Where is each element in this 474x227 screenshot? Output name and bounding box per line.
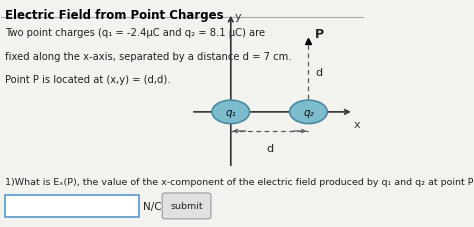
- Text: d: d: [315, 68, 322, 78]
- FancyBboxPatch shape: [5, 195, 139, 217]
- Text: P: P: [315, 28, 324, 41]
- Text: N/C: N/C: [143, 201, 162, 211]
- Text: fixed along the x-axis, separated by a distance d = 7 cm.: fixed along the x-axis, separated by a d…: [5, 52, 292, 62]
- Circle shape: [212, 101, 250, 124]
- Text: q₁: q₁: [226, 107, 236, 117]
- FancyBboxPatch shape: [162, 193, 211, 219]
- Text: submit: submit: [170, 202, 203, 210]
- Text: Two point charges (q₁ = -2.4μC and q₂ = 8.1 μC) are: Two point charges (q₁ = -2.4μC and q₂ = …: [5, 28, 265, 38]
- Text: q₂: q₂: [303, 107, 314, 117]
- Text: x: x: [353, 119, 360, 129]
- Text: y: y: [235, 12, 242, 21]
- Text: Electric Field from Point Charges: Electric Field from Point Charges: [5, 9, 224, 22]
- Text: Point P is located at (x,y) = (d,d).: Point P is located at (x,y) = (d,d).: [5, 74, 171, 84]
- Circle shape: [290, 101, 327, 124]
- Text: 1)What is Eₓ(P), the value of the x-component of the electric field produced by : 1)What is Eₓ(P), the value of the x-comp…: [5, 178, 474, 186]
- Text: d: d: [266, 144, 273, 154]
